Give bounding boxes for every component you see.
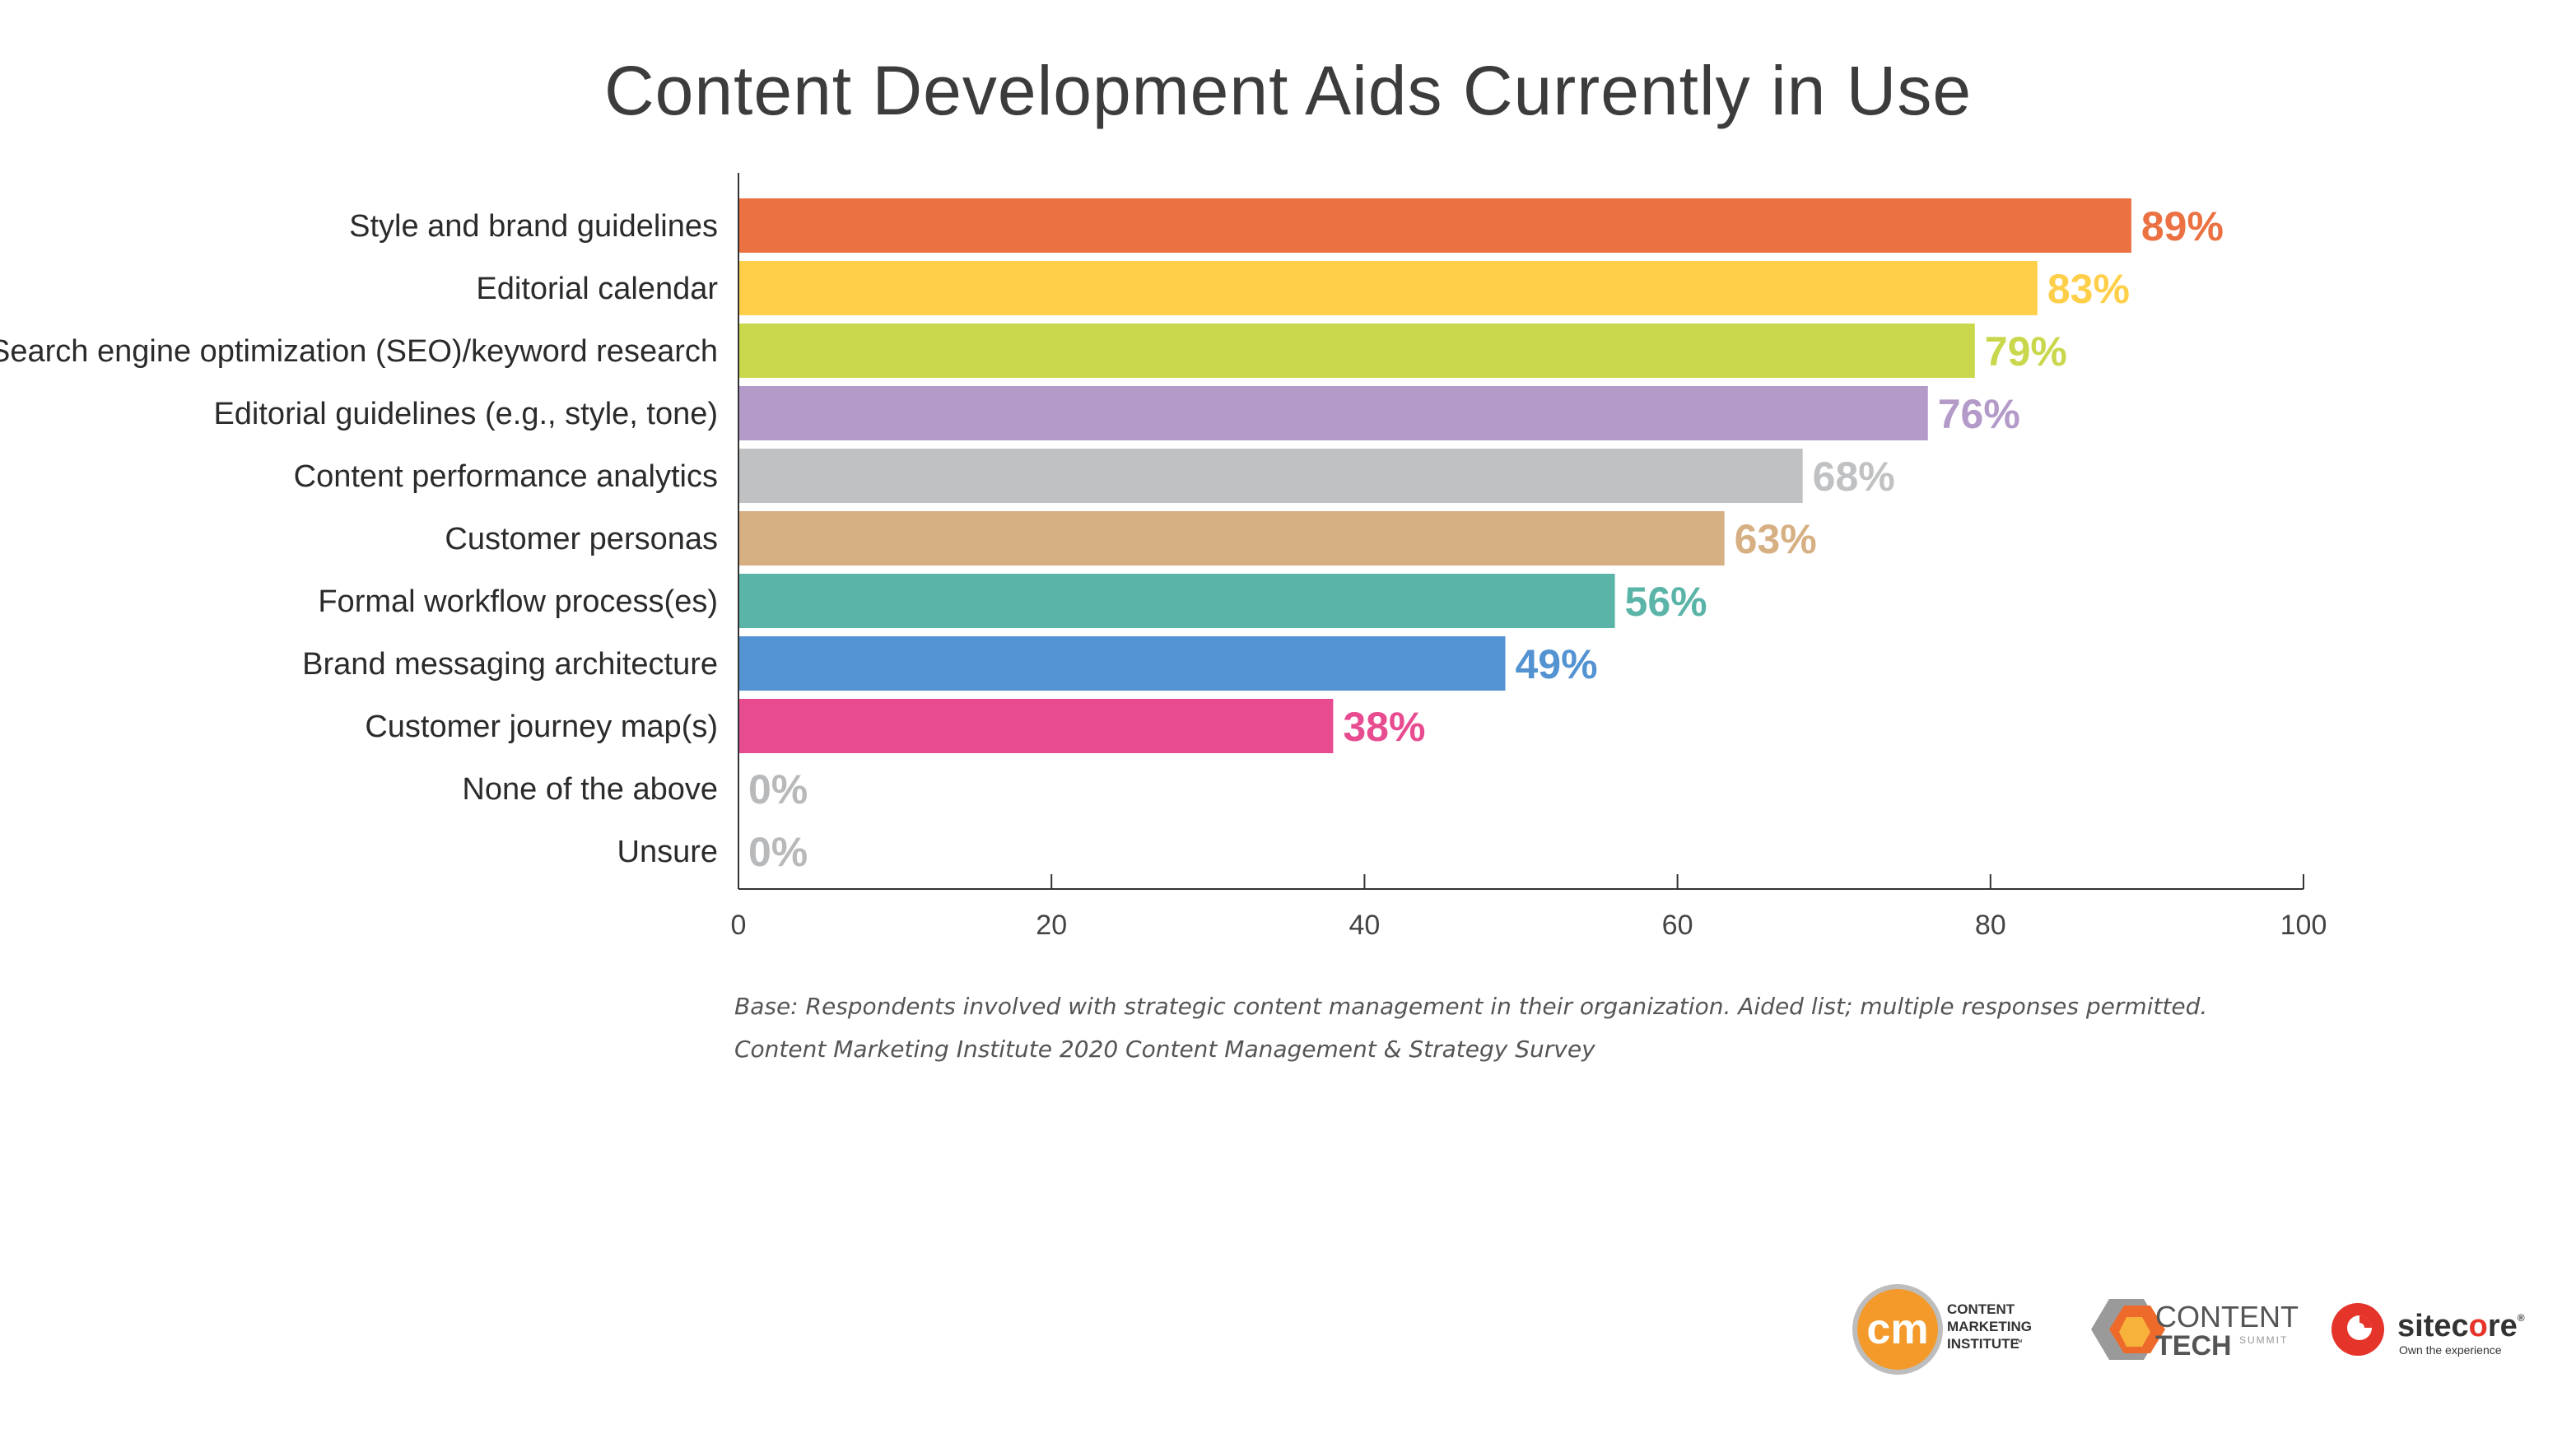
value-label-1: 83% (2047, 266, 2130, 312)
x-tick-label-0: 0 (731, 910, 747, 941)
bar-5 (739, 511, 1725, 566)
content-tech-summit-logo: CONTENT TECH SUMMIT (2091, 1299, 2299, 1362)
svg-text:sitecore®: sitecore® (2397, 1309, 2525, 1343)
value-label-0: 89% (2141, 203, 2224, 249)
chart-title: Content Development Aids Currently in Us… (603, 52, 1973, 129)
value-label-4: 68% (1813, 454, 1895, 500)
x-tick-label-3: 60 (1662, 910, 1693, 941)
bar-2 (739, 324, 1975, 378)
category-label-4: Content performance analytics (294, 459, 718, 494)
x-tick-label-1: 20 (1036, 910, 1067, 941)
bar-4 (739, 449, 1803, 503)
sitecore-tagline: Own the experience (2399, 1343, 2502, 1357)
cmi-logo-line-1: CONTENT (1947, 1301, 2015, 1317)
category-label-5: Customer personas (445, 522, 718, 556)
category-label-1: Editorial calendar (476, 272, 718, 306)
footnote-source: Content Marketing Institute 2020 Content… (734, 1036, 1595, 1063)
sitecore-name-o: o (2469, 1309, 2488, 1343)
cmi-logo: cm CONTENT MARKETING INSTITUTE ™ (1852, 1284, 2032, 1375)
cmi-logo-tm: ™ (2015, 1338, 2023, 1348)
x-tick-label-5: 100 (2280, 910, 2327, 941)
category-label-10: Unsure (617, 835, 719, 869)
cmi-logo-line-3: INSTITUTE (1947, 1336, 2019, 1352)
category-label-7: Brand messaging architecture (302, 647, 718, 682)
bar-0 (739, 198, 2131, 253)
bar-1 (739, 261, 2038, 315)
value-label-9: 0% (748, 766, 808, 812)
value-label-6: 56% (1625, 579, 1707, 625)
value-label-7: 49% (1515, 641, 1597, 687)
footnote-base: Base: Respondents involved with strategi… (734, 993, 2208, 1020)
category-label-2: Search engine optimization (SEO)/keyword… (0, 334, 718, 369)
cts-logo-sub: SUMMIT (2239, 1334, 2288, 1346)
sitecore-name-b: re (2488, 1309, 2518, 1343)
value-label-2: 79% (1985, 328, 2067, 375)
value-label-5: 63% (1735, 516, 1817, 562)
bar-6 (739, 574, 1615, 628)
cts-logo-top: CONTENT (2155, 1300, 2299, 1334)
cmi-logo-mark: cm (1866, 1306, 1928, 1353)
category-label-8: Customer journey map(s) (365, 710, 718, 744)
sitecore-logo: sitecore® Own the experience (2331, 1303, 2525, 1357)
bar-3 (739, 386, 1928, 440)
category-label-0: Style and brand guidelines (349, 209, 718, 244)
cmi-logo-line-2: MARKETING (1947, 1319, 2032, 1334)
x-tick-label-2: 40 (1349, 910, 1380, 941)
sitecore-name-a: sitec (2397, 1309, 2469, 1343)
value-label-3: 76% (1938, 391, 2020, 437)
bar-7 (739, 636, 1506, 691)
cts-logo-bottom: TECH (2155, 1330, 2232, 1362)
category-label-6: Formal workflow process(es) (318, 584, 718, 619)
value-label-8: 38% (1343, 704, 1425, 750)
category-label-3: Editorial guidelines (e.g., style, tone) (213, 397, 718, 431)
x-tick-label-4: 80 (1975, 910, 2006, 941)
sponsor-logos: cm CONTENT MARKETING INSTITUTE ™ CONTENT… (1852, 1284, 2525, 1375)
value-label-10: 0% (748, 829, 808, 875)
sitecore-reg: ® (2518, 1312, 2525, 1324)
bar-8 (739, 699, 1334, 753)
category-label-9: None of the above (462, 772, 718, 807)
